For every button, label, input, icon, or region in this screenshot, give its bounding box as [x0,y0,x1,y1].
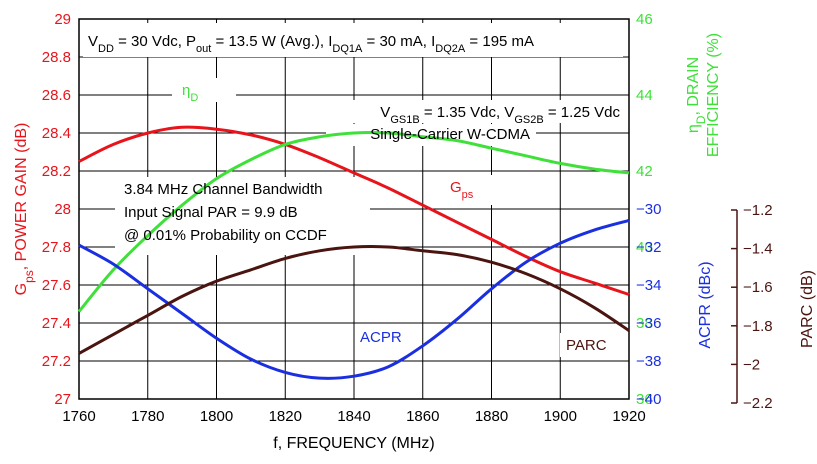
x-tick-label: 1860 [406,408,439,425]
acpr-tick-label: −38 [636,353,661,370]
x-tick-label: 1780 [131,408,164,425]
efficiency-tick-label: 46 [636,11,653,28]
parc-axis: −2.2 −2 −1.8 −1.6 −1.4 −1.2 [731,202,773,412]
gain-axis-title: Gps, POWER GAIN (dB) [13,123,36,296]
gain-tick-label: 28.8 [42,49,71,66]
x-tick-label: 1880 [475,408,508,425]
acpr-axis-title: ACPR (dBc) [697,261,714,348]
acpr-tick-label: −30 [636,201,661,218]
gain-tick-label: 27 [54,391,71,408]
series-line-ηD [77,131,630,313]
efficiency-axis-title-line1: ηD, DRAIN [685,57,708,133]
gain-tick-label: 28.4 [42,125,71,142]
series-lines [77,125,630,380]
top-annotation: VDD = 30 Vdc, Pout = 13.5 W (Avg.), IDQ1… [88,33,534,55]
top-annotation-bg [83,23,623,57]
gain-tick-label: 28.6 [42,87,71,104]
gain-tick-label: 27.4 [42,315,71,332]
annotations: VDD = 30 Vdc, Pout = 13.5 W (Avg.), IDQ1… [88,33,620,354]
parc-tick-label: −1.4 [743,241,773,258]
x-axis-title: f, FREQUENCY (MHz) [273,435,434,452]
annotation-backgrounds [83,23,625,357]
parc-tick-label: −1.8 [743,318,773,335]
gain-tick-label: 27.6 [42,277,71,294]
eta-series-label: ηD [182,82,198,104]
series-line-PARC [78,245,630,355]
carrier-annotation: Single-Carrier W-CDMA [370,126,530,143]
acpr-tick-label: −36 [636,315,661,332]
acpr-series-label: ACPR [360,329,402,346]
axis-titles: f, FREQUENCY (MHz) Gps, POWER GAIN (dB) ηD… [13,33,816,452]
tick-labels: 1760 1780 1800 1820 1840 1860 1880 1900 1920 27 27… [42,11,662,425]
acpr-tick-label: −32 [636,239,661,256]
bandwidth-box-line: 3.84 MHz Channel Bandwidth [124,181,322,198]
gps-label-bg [445,175,493,205]
efficiency-axis-title-line2: EFFICIENCY (%) [705,33,722,157]
acpr-tick-label: −34 [636,277,661,294]
gps-series-label: Gps [450,179,474,201]
gain-tick-label: 28.2 [42,163,71,180]
bandwidth-box-bg [115,177,370,255]
x-tick-label: 1820 [269,408,302,425]
acpr-label-bg [355,325,415,349]
efficiency-tick-label: 42 [636,163,653,180]
parc-tick-label: −2.2 [743,395,773,412]
parc-tick-label: −2 [743,356,760,373]
x-tick-label: 1840 [337,408,370,425]
x-tick-label: 1800 [200,408,233,425]
vgs-annotation: VGS1B = 1.35 Vdc, VGS2B = 1.25 Vdc [380,104,620,126]
acpr-tick-label: −40 [636,391,661,408]
parc-tick-label: −1.2 [743,202,773,219]
parc-tick-label: −1.6 [743,279,773,296]
efficiency-tick-label: 40 [636,239,653,256]
bandwidth-box-line: @ 0.01% Probability on CCDF [124,227,327,244]
vgs-annotation-bg [300,100,625,123]
parc-label-bg [560,333,620,357]
efficiency-tick-label: 36 [636,391,653,408]
series-line-ACPR [78,218,630,380]
x-tick-label: 1900 [544,408,577,425]
series-line-Gps [78,125,630,296]
eta-label-bg [172,78,236,102]
gain-tick-label: 27.2 [42,353,71,370]
parc-axis-title: PARC (dB) [799,270,816,348]
efficiency-tick-label: 38 [636,315,653,332]
gain-tick-label: 28 [54,201,71,218]
efficiency-tick-label: 44 [636,87,653,104]
gain-tick-label: 27.8 [42,239,71,256]
x-tick-label: 1920 [612,408,645,425]
gain-tick-label: 29 [54,11,71,28]
bandwidth-box-line: Input Signal PAR = 9.9 dB [124,204,298,221]
x-tick-label: 1760 [62,408,95,425]
parc-series-label: PARC [566,337,607,354]
carrier-annotation-bg [326,124,536,146]
